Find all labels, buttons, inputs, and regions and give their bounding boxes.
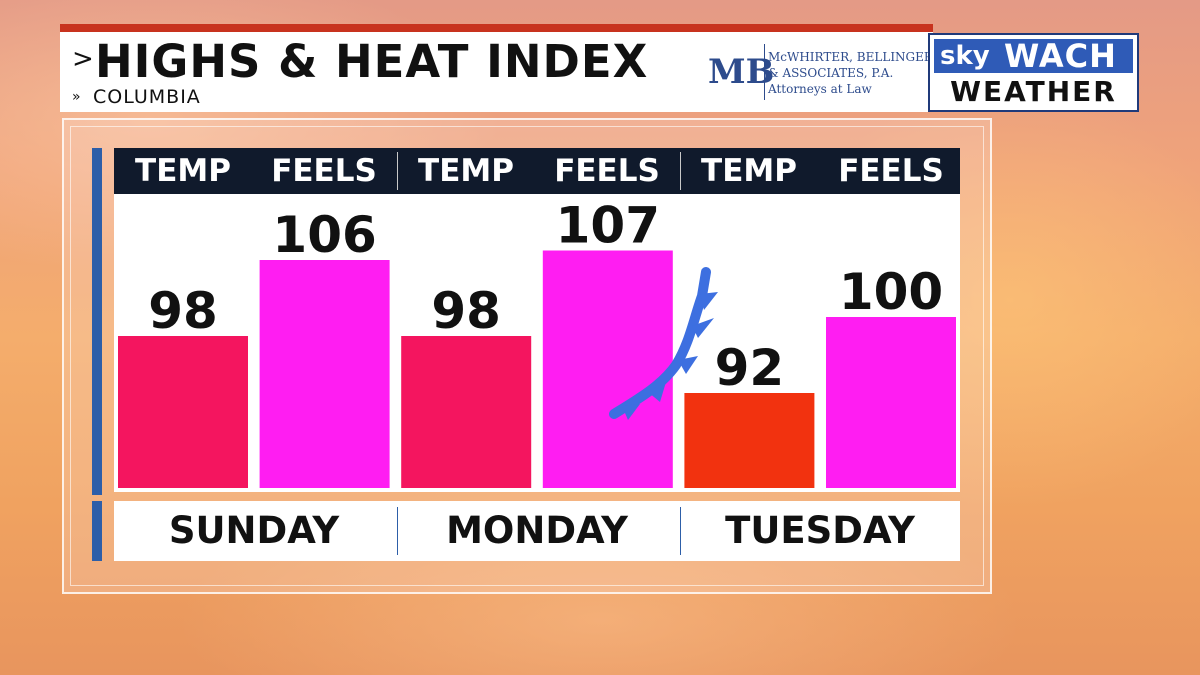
chart-frame-inner xyxy=(70,126,984,586)
sponsor-name-line2: & ASSOCIATES, P.A. xyxy=(768,66,894,80)
day-divider xyxy=(397,507,398,555)
chart-accent-bar xyxy=(92,148,102,495)
column-header-band xyxy=(114,148,960,194)
day-label-band xyxy=(114,501,960,561)
sponsor-logo: MB McWHIRTER, BELLINGER & ASSOCIATES, P.… xyxy=(708,40,933,104)
title-chevron-icon: > xyxy=(72,44,94,74)
column-header-feels-monday: FEELS xyxy=(554,153,660,189)
day-label-tuesday: TUESDAY xyxy=(725,509,915,552)
logo-sky-text: sky xyxy=(940,41,990,71)
column-header-feels-tuesday: FEELS xyxy=(838,153,944,189)
station-logo: sky WACH WEATHER xyxy=(928,33,1139,112)
sponsor-divider xyxy=(764,44,765,100)
value-label-feels-sunday: 106 xyxy=(272,206,376,264)
bar-feels-tuesday xyxy=(826,317,956,488)
bar-feels-monday xyxy=(542,250,673,488)
bar-temp-tuesday xyxy=(684,393,815,488)
plot-area xyxy=(114,194,960,492)
location-subtitle: COLUMBIA xyxy=(93,86,201,108)
column-header-temp-monday: TEMP xyxy=(418,153,514,189)
column-header-temp-tuesday: TEMP xyxy=(701,153,797,189)
subtitle-chevron-icon: » xyxy=(72,89,81,105)
logo-banner xyxy=(934,39,1133,73)
sponsor-tagline: Attorneys at Law xyxy=(768,82,872,96)
bar-feels-sunday xyxy=(259,260,390,488)
column-header-temp-sunday: TEMP xyxy=(135,153,231,189)
header-divider xyxy=(397,152,398,190)
value-label-feels-monday: 107 xyxy=(556,197,660,255)
day-divider xyxy=(680,507,681,555)
title-accent-line xyxy=(60,24,933,32)
bar-temp-sunday xyxy=(118,336,248,488)
sponsor-name-line1: McWHIRTER, BELLINGER xyxy=(768,50,933,64)
cold-front-icon xyxy=(609,267,718,420)
value-label-temp-sunday: 98 xyxy=(148,282,218,340)
day-label-sunday: SUNDAY xyxy=(168,509,340,552)
day-label-monday: MONDAY xyxy=(446,509,628,552)
bar-temp-monday xyxy=(401,336,532,488)
column-header-feels-sunday: FEELS xyxy=(271,153,377,189)
title-bar xyxy=(60,32,933,112)
value-label-temp-monday: 98 xyxy=(431,282,501,340)
value-label-temp-tuesday: 92 xyxy=(715,339,785,397)
day-accent-bar xyxy=(92,501,102,561)
header-divider xyxy=(680,152,681,190)
page-title: HIGHS & HEAT INDEX xyxy=(95,35,649,88)
value-label-feels-tuesday: 100 xyxy=(839,263,943,321)
logo-weather-text: WEATHER xyxy=(950,75,1117,108)
logo-wach-text: WACH xyxy=(1004,37,1117,75)
